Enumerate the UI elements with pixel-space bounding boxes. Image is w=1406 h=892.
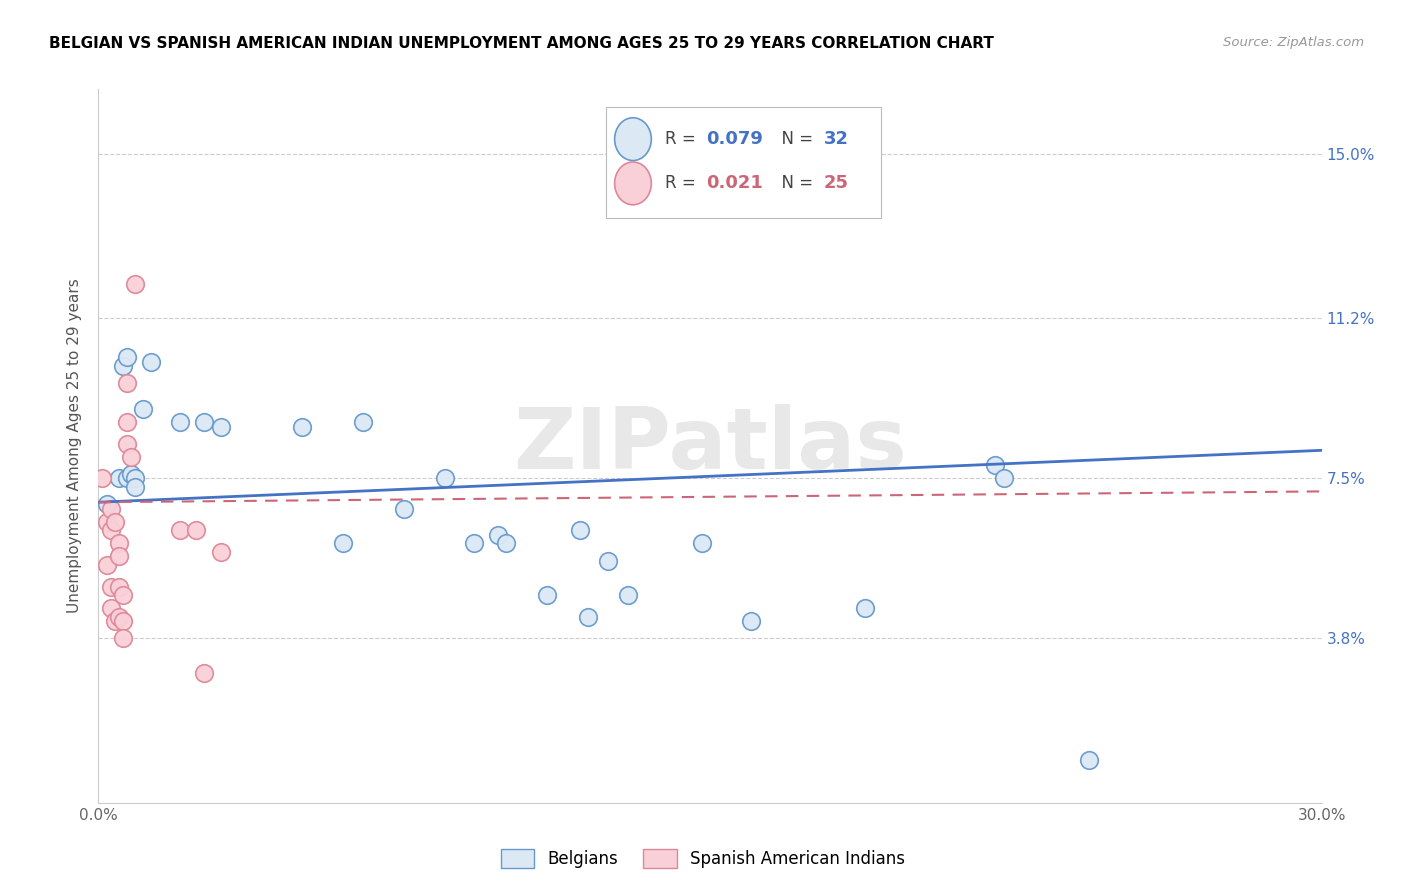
- Point: [120, 450, 142, 464]
- Point: [598, 553, 620, 567]
- Point: [434, 471, 457, 485]
- Point: [169, 524, 191, 538]
- Text: BELGIAN VS SPANISH AMERICAN INDIAN UNEMPLOYMENT AMONG AGES 25 TO 29 YEARS CORREL: BELGIAN VS SPANISH AMERICAN INDIAN UNEMP…: [49, 36, 994, 51]
- Point: [141, 354, 163, 368]
- Point: [104, 515, 127, 529]
- Point: [108, 471, 131, 485]
- Point: [108, 536, 131, 550]
- Point: [108, 610, 131, 624]
- Point: [536, 588, 558, 602]
- Point: [209, 419, 232, 434]
- Point: [853, 601, 876, 615]
- Point: [91, 471, 114, 485]
- Text: R =: R =: [665, 175, 700, 193]
- Text: 25: 25: [824, 175, 849, 193]
- Point: [124, 471, 146, 485]
- Point: [120, 467, 142, 482]
- Point: [124, 480, 146, 494]
- Point: [193, 415, 215, 429]
- Point: [568, 524, 591, 538]
- Point: [108, 580, 131, 594]
- Point: [100, 501, 122, 516]
- Point: [96, 497, 118, 511]
- Point: [392, 501, 416, 516]
- Text: N =: N =: [772, 130, 818, 148]
- Point: [100, 524, 122, 538]
- Point: [111, 614, 134, 628]
- Text: R =: R =: [665, 130, 700, 148]
- Point: [1078, 753, 1101, 767]
- Point: [108, 549, 131, 564]
- Point: [96, 558, 118, 572]
- Point: [617, 588, 640, 602]
- Text: N =: N =: [772, 175, 818, 193]
- Point: [486, 527, 509, 541]
- Text: 0.021: 0.021: [706, 175, 763, 193]
- Point: [352, 415, 374, 429]
- Point: [132, 402, 155, 417]
- Point: [690, 536, 713, 550]
- Point: [186, 524, 208, 538]
- Point: [111, 632, 134, 646]
- Point: [576, 610, 599, 624]
- Point: [96, 515, 118, 529]
- Text: Source: ZipAtlas.com: Source: ZipAtlas.com: [1223, 36, 1364, 49]
- Point: [332, 536, 354, 550]
- Point: [115, 376, 138, 391]
- Point: [209, 545, 232, 559]
- Point: [115, 415, 138, 429]
- Point: [495, 536, 517, 550]
- Point: [993, 471, 1015, 485]
- Point: [100, 580, 122, 594]
- Point: [111, 588, 134, 602]
- Point: [291, 419, 314, 434]
- Point: [193, 666, 215, 681]
- Ellipse shape: [614, 118, 651, 161]
- Text: 32: 32: [824, 130, 849, 148]
- Legend: Belgians, Spanish American Indians: Belgians, Spanish American Indians: [495, 842, 911, 875]
- Text: 0.079: 0.079: [706, 130, 763, 148]
- Point: [169, 415, 191, 429]
- Point: [111, 359, 134, 373]
- Ellipse shape: [614, 162, 651, 205]
- Y-axis label: Unemployment Among Ages 25 to 29 years: Unemployment Among Ages 25 to 29 years: [67, 278, 83, 614]
- Point: [115, 437, 138, 451]
- Point: [463, 536, 485, 550]
- Point: [115, 471, 138, 485]
- Point: [984, 458, 1007, 473]
- Point: [104, 614, 127, 628]
- Text: ZIPatlas: ZIPatlas: [513, 404, 907, 488]
- Bar: [606, 107, 882, 218]
- Point: [124, 277, 146, 291]
- Point: [100, 601, 122, 615]
- Point: [115, 351, 138, 365]
- Point: [740, 614, 762, 628]
